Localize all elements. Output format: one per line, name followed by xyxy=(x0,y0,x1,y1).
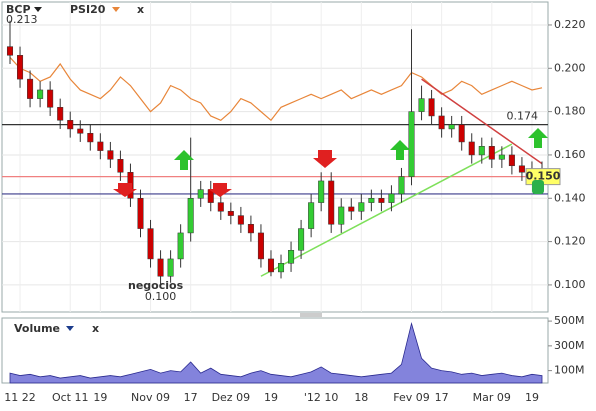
candle-body xyxy=(227,211,234,216)
candle-body xyxy=(137,198,144,229)
x-tick-label: '12 10 xyxy=(304,391,339,404)
candle-body xyxy=(358,202,365,212)
candle-body xyxy=(27,78,34,99)
legend-menu[interactable] xyxy=(112,7,120,12)
x-tick-label: Mar 09 xyxy=(473,391,511,404)
legend-menu[interactable] xyxy=(66,326,74,331)
candle-body xyxy=(6,46,14,56)
low-label: 0.100 xyxy=(145,290,177,303)
volume-legend[interactable]: Volume xyxy=(14,322,60,335)
main-legend[interactable]: BCP xyxy=(6,3,31,16)
candle-body xyxy=(308,202,315,229)
candle-body xyxy=(247,224,254,234)
x-tick-label: 19 xyxy=(93,391,107,404)
y-tick-label: 0.160 xyxy=(554,148,586,161)
x-tick-label: 11 22 xyxy=(4,391,36,404)
legend-menu[interactable] xyxy=(34,7,42,12)
trendline xyxy=(421,78,543,165)
candle-body xyxy=(478,146,485,156)
candle-body xyxy=(47,89,54,108)
price-box-label: 0.150 xyxy=(526,170,561,183)
candle-body xyxy=(298,228,305,251)
level-label: 0.174 xyxy=(507,110,539,123)
candle-body xyxy=(267,258,274,273)
candle-body xyxy=(147,228,154,260)
candle-body xyxy=(67,120,74,130)
signal-arrows xyxy=(113,128,548,197)
trendline xyxy=(260,143,513,277)
candle-body xyxy=(318,180,325,203)
remove-overlay[interactable]: x xyxy=(137,3,144,16)
candle-body xyxy=(87,133,94,143)
volume-tick-label: 100M xyxy=(554,364,585,377)
price-panel xyxy=(1,1,549,313)
candle-body xyxy=(328,180,335,225)
candle-body xyxy=(498,154,505,160)
candle-body xyxy=(17,55,24,80)
candle-body xyxy=(428,98,435,117)
candle-body xyxy=(448,124,455,130)
candle-body xyxy=(468,141,475,156)
y-tick-label: 0.100 xyxy=(554,278,586,291)
panel-splitter[interactable] xyxy=(300,313,322,317)
y-tick-label: 0.120 xyxy=(554,235,586,248)
candle-body xyxy=(237,215,244,225)
candle-body xyxy=(378,198,385,203)
candle-body xyxy=(177,232,184,260)
overlay-legend[interactable]: PSI20 xyxy=(70,3,106,16)
volume-area xyxy=(9,322,543,384)
volume-tick-label: 500M xyxy=(554,314,585,327)
candle-body xyxy=(438,115,445,130)
overlay-line xyxy=(9,57,543,122)
x-tick-label: 19 xyxy=(525,391,539,404)
candle-body xyxy=(368,198,375,203)
x-tick-label: Nov 09 xyxy=(131,391,170,404)
candle-body xyxy=(167,258,174,277)
candle-body xyxy=(97,141,104,151)
y-tick-label: 0.140 xyxy=(554,191,586,204)
candle-body xyxy=(348,206,355,212)
x-tick-label: Fev 09 xyxy=(393,391,430,404)
candle-body xyxy=(338,206,345,225)
candle-body xyxy=(278,263,285,273)
candle-body xyxy=(57,107,64,121)
candle-body xyxy=(518,165,525,173)
volume-panel xyxy=(1,317,549,384)
candle-body xyxy=(157,258,164,277)
x-tick-label: 17 xyxy=(184,391,198,404)
candle-body xyxy=(388,193,395,203)
y-tick-label: 0.220 xyxy=(554,18,586,31)
candle-body xyxy=(107,150,114,160)
x-tick-label: 17 xyxy=(435,391,449,404)
x-tick-label: Dez 09 xyxy=(212,391,251,404)
volume-tick-label: 300M xyxy=(554,339,585,352)
candle-body xyxy=(458,124,465,143)
y-tick-label: 0.180 xyxy=(554,105,586,118)
candle-body xyxy=(398,176,405,195)
candle-body xyxy=(217,202,224,212)
candle-body xyxy=(508,154,515,167)
candle-body xyxy=(187,198,194,234)
candle-body xyxy=(37,89,44,99)
candle-body xyxy=(117,159,124,173)
watermark: negocios xyxy=(128,279,184,292)
x-tick-label: 18 xyxy=(354,391,368,404)
candle-body xyxy=(197,189,204,199)
candle-body xyxy=(408,111,415,177)
candle-body xyxy=(257,232,264,260)
remove-volume[interactable]: x xyxy=(92,322,99,335)
candle-body xyxy=(418,98,425,112)
x-tick-label: Oct 11 xyxy=(52,391,89,404)
candle-body xyxy=(488,146,495,160)
candle-body xyxy=(77,128,84,134)
y-tick-label: 0.200 xyxy=(554,61,586,74)
x-tick-label: 19 xyxy=(264,391,278,404)
candle-body xyxy=(288,250,295,264)
last-value: 0.213 xyxy=(6,13,38,26)
